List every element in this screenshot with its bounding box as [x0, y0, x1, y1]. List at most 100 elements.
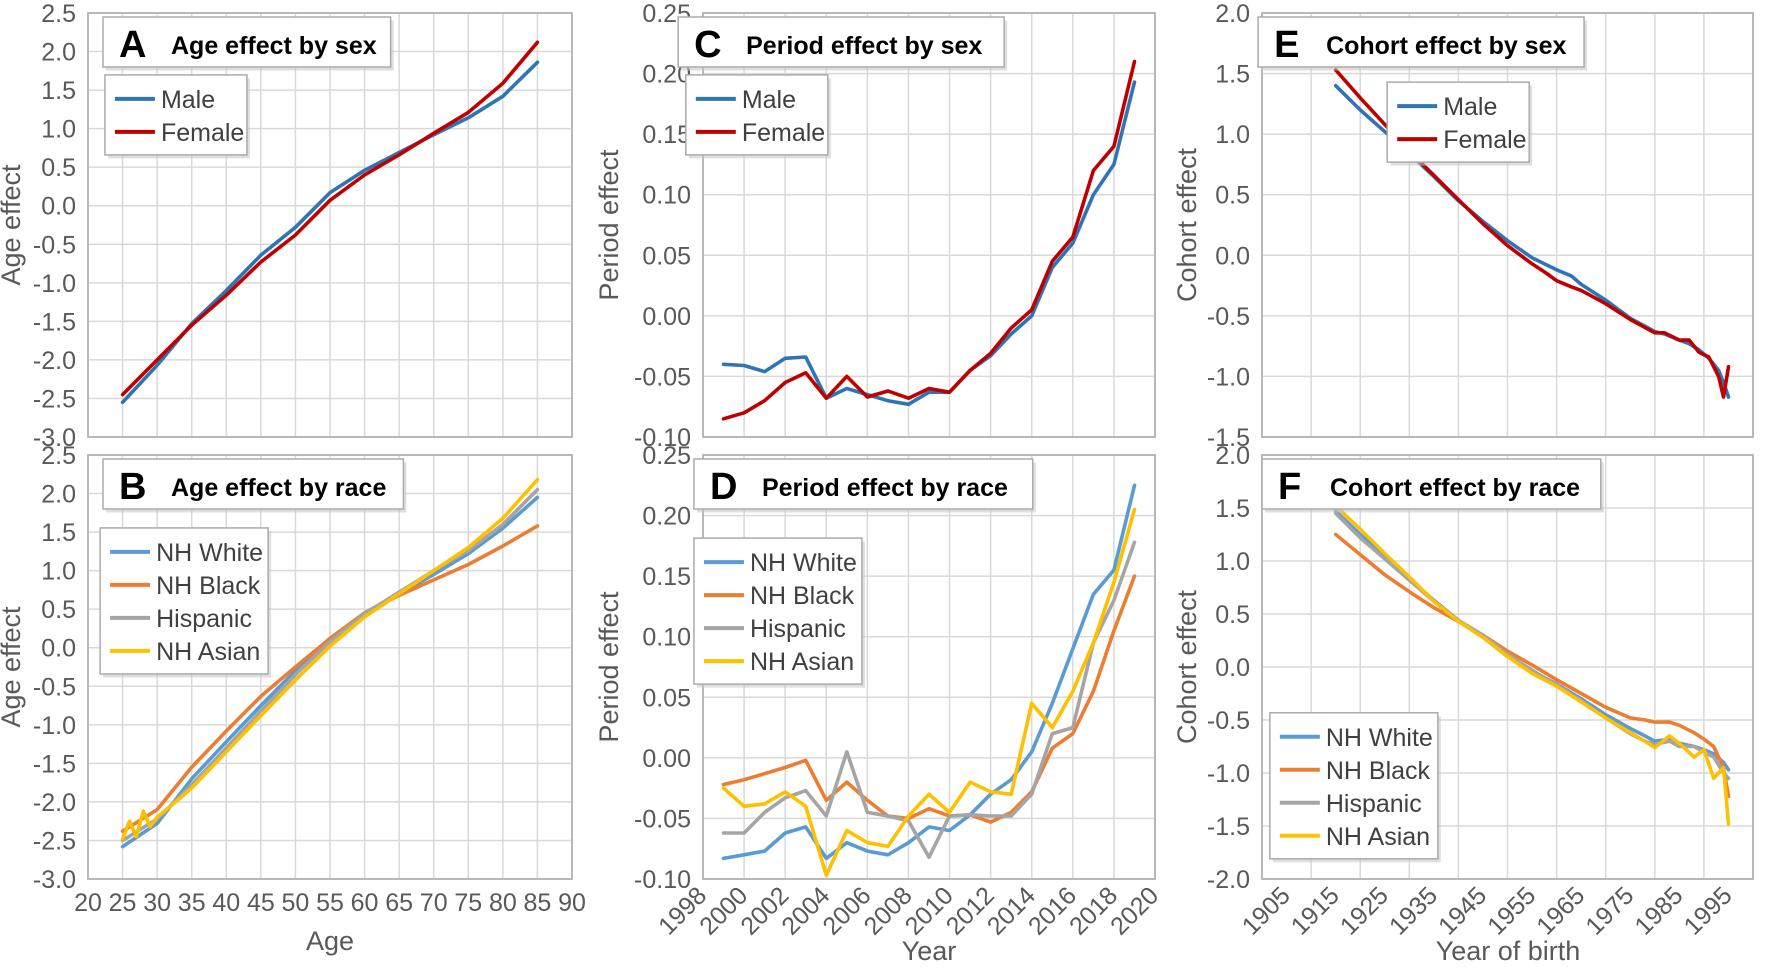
y-tick-label: 0.00 [642, 745, 691, 773]
y-tick-label: 1.0 [1215, 548, 1250, 576]
panel-letter: C [694, 24, 721, 66]
legend: Male Female [104, 74, 250, 159]
panel-a: 2.5 2.0 1.5 1.0 0.5 0.0 -0.5 -1.0 -1.5 -2.0 -2.5 -3… [0, 0, 573, 452]
y-tick-label: 0.15 [642, 563, 691, 591]
plot-border [1261, 12, 1754, 438]
panel-letter: A [119, 24, 146, 66]
y-tick-label: -0.10 [634, 424, 691, 452]
y-tick-label: -0.5 [33, 673, 76, 701]
plot-border [87, 454, 573, 880]
y-tick-label: -1.0 [33, 270, 76, 298]
y-tick-label: -3.0 [33, 424, 76, 452]
legend-label: Male [1443, 93, 1497, 121]
panel-title: Period effect by sex [746, 32, 982, 60]
y-tick-label: -2.0 [1207, 866, 1250, 894]
panel-letter: B [119, 466, 146, 508]
y-tick-label: 0.05 [642, 242, 691, 270]
legend-label: Hispanic [1326, 790, 1422, 818]
y-tick-label: 1.0 [41, 558, 76, 586]
panel-title: Cohort effect by sex [1326, 32, 1566, 60]
x-tick-label: 75 [454, 889, 482, 917]
y-tick-label: 0.20 [642, 503, 691, 531]
axis-title-x: Year of birth [1436, 936, 1581, 966]
panel-letter: E [1274, 24, 1299, 66]
y-tick-label: 1.5 [1215, 495, 1250, 523]
series-line-female [120, 40, 540, 397]
panel-b: 2.5 2.0 1.5 1.0 0.5 0.0 -0.5 -1.0 -1.5 -2.0 -2.5 -3… [0, 442, 586, 956]
panel-title-box: D Period effect by race [693, 458, 1036, 513]
y-tick-label: -2.0 [33, 347, 76, 375]
axis-title-x: Age [306, 926, 354, 956]
y-tick-label: 0.0 [41, 635, 76, 663]
panel-letter: D [710, 466, 737, 508]
panel-title: Age effect by sex [171, 32, 377, 60]
axis-title-x: Year [902, 936, 957, 966]
x-tick-label: 40 [212, 889, 240, 917]
y-tick-label: -3.0 [33, 866, 76, 894]
plot-border [87, 12, 573, 438]
y-tick-label: 0.5 [1215, 182, 1250, 210]
y-tick-label: -1.0 [1207, 363, 1250, 391]
series-line-nh-white [721, 483, 1137, 861]
y-tick-label: -1.5 [1207, 813, 1250, 841]
legend: NH White NH Black Hispanic NH Asian [693, 537, 865, 688]
series-line-female [721, 59, 1137, 421]
y-tick-label: -2.5 [33, 385, 76, 413]
y-tick-label: 1.5 [1215, 61, 1250, 89]
legend-label: NH White [156, 539, 263, 567]
panel-title-box: F Cohort effect by race [1261, 458, 1604, 513]
axis-title-y: Period effect [594, 591, 624, 743]
y-tick-label: 0.0 [1215, 654, 1250, 682]
y-tick-label: 0.5 [41, 596, 76, 624]
legend-label: NH Black [1326, 757, 1431, 785]
panel-letter: F [1278, 466, 1301, 508]
panel-c: 0.250.200.150.100.050.00-0.05-0.10Period… [594, 0, 1156, 452]
x-tick-label: 25 [109, 889, 137, 917]
x-tick-label: 35 [178, 889, 206, 917]
x-tick-label: 1965 [1531, 881, 1590, 940]
y-tick-label: -0.05 [634, 805, 691, 833]
y-tick-label: 0.10 [642, 624, 691, 652]
axis-title-y: Age effect [0, 606, 26, 728]
y-tick-label: -1.5 [33, 750, 76, 778]
panel-f: 2.01.51.00.50.0-0.5-1.0-1.5-2.0190519151… [1172, 442, 1754, 966]
legend-label: Hispanic [156, 605, 252, 633]
y-tick-label: 0.05 [642, 684, 691, 712]
y-tick-label: 0.00 [642, 303, 691, 331]
y-tick-label: 1.5 [41, 77, 76, 105]
y-tick-label: -1.0 [33, 712, 76, 740]
series-line-female [1333, 68, 1731, 399]
panel-d: 0.250.200.150.100.050.00-0.05-0.10199820… [594, 442, 1164, 966]
legend: NH White NH Black Hispanic NH Asian [99, 527, 272, 678]
grid [87, 12, 573, 438]
y-tick-label: 0.10 [642, 182, 691, 210]
legend-label: Male [161, 86, 215, 114]
y-tick-label: -2.0 [33, 789, 76, 817]
y-tick-label: 1.0 [1215, 121, 1250, 149]
panel-title-box: A Age effect by sex [102, 16, 394, 71]
panel-title-box: C Period effect by sex [677, 16, 1008, 71]
y-tick-label: 2.0 [1215, 442, 1250, 470]
x-tick-label: 65 [385, 889, 413, 917]
legend-label: NH Asian [156, 638, 260, 666]
y-tick-label: 1.0 [41, 116, 76, 144]
y-tick-label: -1.5 [33, 308, 76, 336]
legend-label: NH Black [750, 582, 855, 610]
legend-label: NH White [1326, 724, 1433, 752]
legend-label: Male [742, 86, 796, 114]
axis-title-y: Cohort effect [1172, 147, 1202, 302]
y-tick-label: 0.15 [642, 121, 691, 149]
y-tick-label: -0.10 [634, 866, 691, 894]
legend-label: Female [742, 119, 825, 147]
panel-e: 2.0 1.5 1.0 0.5 0.0 -0.5 -1.0 -1.5 Cohort effect… [1172, 0, 1754, 452]
legend-label: Female [1443, 126, 1526, 154]
x-tick-label: 50 [282, 889, 310, 917]
y-tick-label: 2.0 [41, 481, 76, 509]
legend: Male Female [1386, 81, 1533, 166]
legend-label: Female [161, 119, 244, 147]
x-tick-label: 60 [351, 889, 379, 917]
y-tick-label: 0.5 [41, 154, 76, 182]
x-tick-label: 85 [524, 889, 552, 917]
y-tick-label: -0.5 [33, 231, 76, 259]
